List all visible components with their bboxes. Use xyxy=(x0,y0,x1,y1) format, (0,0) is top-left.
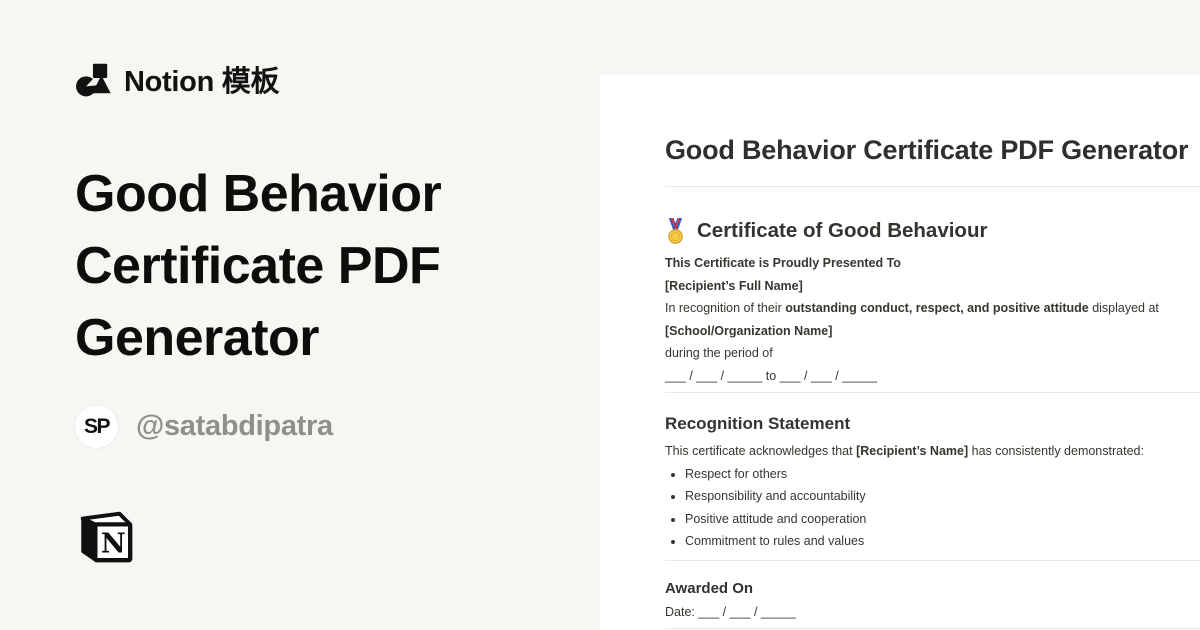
awarded-on-heading: Awarded On xyxy=(665,579,754,597)
org-placeholder: [School/Organization Name] xyxy=(665,323,833,338)
ack-suffix: has consistently demonstrated: xyxy=(968,444,1144,458)
template-preview-card: Good Behavior Certificate PDF Generator … xyxy=(600,75,1200,630)
list-item: Responsibility and accountability xyxy=(685,490,1200,503)
ack-prefix: This certificate acknowledges that xyxy=(665,444,857,458)
brand: Notion 模板 xyxy=(75,58,279,100)
recognition-bold: outstanding conduct, respect, and positi… xyxy=(785,301,1089,315)
ack-bold: [Recipient’s Name] xyxy=(856,444,969,458)
certificate-heading: Certificate of Good Behaviour xyxy=(697,219,988,242)
divider xyxy=(665,186,1200,187)
list-item: Respect for others xyxy=(685,467,1200,481)
presented-line: This Certificate is Proudly Presented To xyxy=(665,256,901,270)
recognition-statement-heading: Recognition Statement xyxy=(665,414,851,433)
awarded-date-line: Date: ___ / ___ / _____ xyxy=(665,604,796,619)
list-item: Positive attitude and cooperation xyxy=(685,512,1200,526)
shapes-logo-icon xyxy=(75,60,113,98)
period-blanks: ___ / ___ / _____ to ___ / ___ / _____ xyxy=(665,368,877,383)
recognition-prefix: In recognition of their xyxy=(665,301,786,315)
list-item: Commitment to rules and values xyxy=(685,535,1200,548)
notion-cube-icon: N xyxy=(74,505,136,572)
recognition-suffix: displayed at xyxy=(1088,301,1159,315)
brand-name: Notion 模板 xyxy=(124,66,280,98)
acknowledgement-line: This certificate acknowledges that [Reci… xyxy=(665,445,1200,458)
divider xyxy=(665,559,1200,561)
recognition-line: In recognition of their outstanding cond… xyxy=(665,302,1200,315)
certificate-heading-row: Certificate of Good Behaviour xyxy=(665,218,1200,244)
hero-title: Good Behavior Certificate PDF Generator xyxy=(75,165,442,367)
preview-page-title: Good Behavior Certificate PDF Generator xyxy=(665,135,1189,165)
recognition-list: Respect for others Responsibility and ac… xyxy=(665,467,1200,548)
divider xyxy=(665,392,1200,393)
svg-text:N: N xyxy=(101,528,126,559)
avatar: SP xyxy=(75,405,118,448)
recipient-placeholder: [Recipient’s Full Name] xyxy=(665,278,803,293)
medal-icon xyxy=(665,218,686,244)
author: SP @satabdipatra xyxy=(75,405,333,448)
period-line: during the period of xyxy=(665,346,773,360)
author-handle: @satabdipatra xyxy=(136,410,333,442)
divider xyxy=(665,628,1200,629)
